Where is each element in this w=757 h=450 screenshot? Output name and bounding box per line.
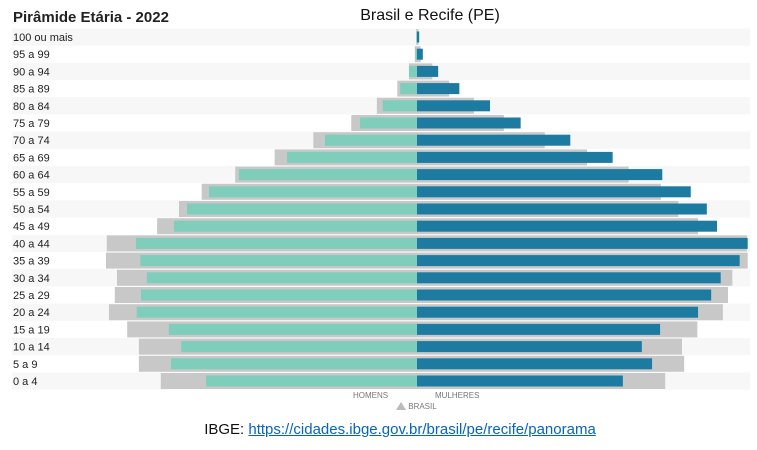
source-footer: IBGE: https://cidades.ibge.gov.br/brasil… bbox=[0, 421, 757, 438]
age-label: 45 a 49 bbox=[13, 221, 50, 233]
age-label: 25 a 29 bbox=[13, 290, 50, 302]
recife-men-bar bbox=[170, 358, 417, 370]
recife-men-bar bbox=[187, 203, 417, 215]
recife-women-bar bbox=[417, 83, 460, 95]
recife-women-bar bbox=[417, 151, 613, 163]
recife-women-bar bbox=[417, 237, 748, 249]
recife-men-bar bbox=[287, 151, 417, 163]
age-label: 60 a 64 bbox=[13, 170, 50, 182]
recife-men-bar bbox=[141, 289, 417, 301]
recife-women-bar bbox=[417, 272, 721, 284]
legend-women: MULHERES bbox=[435, 391, 480, 400]
age-label: 20 a 24 bbox=[13, 307, 50, 319]
recife-men-bar bbox=[136, 306, 417, 318]
recife-women-bar bbox=[417, 48, 423, 60]
recife-men-bar bbox=[400, 83, 417, 95]
recife-men-bar bbox=[325, 134, 417, 146]
row-band bbox=[12, 28, 750, 46]
recife-men-bar bbox=[416, 31, 417, 43]
age-label: 90 a 94 bbox=[13, 66, 50, 78]
recife-women-bar bbox=[417, 203, 707, 215]
recife-men-bar bbox=[360, 117, 417, 129]
age-label: 10 a 14 bbox=[13, 342, 50, 354]
recife-women-bar bbox=[417, 220, 718, 232]
chart-subtitle: Brasil e Recife (PE) bbox=[360, 7, 500, 24]
age-label: 65 a 69 bbox=[13, 152, 50, 164]
recife-men-bar bbox=[208, 186, 417, 198]
recife-women-bar bbox=[417, 169, 663, 181]
recife-women-bar bbox=[417, 323, 661, 335]
recife-men-bar bbox=[206, 375, 417, 387]
recife-men-bar bbox=[415, 48, 417, 60]
recife-men-bar bbox=[181, 341, 417, 353]
recife-women-bar bbox=[417, 255, 740, 267]
age-label: 80 a 84 bbox=[13, 101, 50, 113]
age-label: 35 a 39 bbox=[13, 256, 50, 268]
recife-women-bar bbox=[417, 31, 420, 43]
recife-women-bar bbox=[417, 65, 439, 77]
triangle-icon bbox=[396, 402, 406, 410]
age-label: 55 a 59 bbox=[13, 187, 50, 199]
age-label: 85 a 89 bbox=[13, 84, 50, 96]
recife-men-bar bbox=[146, 272, 417, 284]
source-link[interactable]: https://cidades.ibge.gov.br/brasil/pe/re… bbox=[248, 421, 596, 438]
age-label: 50 a 54 bbox=[13, 204, 50, 216]
age-label: 70 a 74 bbox=[13, 135, 50, 147]
recife-men-bar bbox=[238, 169, 417, 181]
row-band bbox=[12, 62, 750, 80]
chart-title: Pirâmide Etária - 2022 bbox=[13, 9, 169, 26]
recife-women-bar bbox=[417, 375, 623, 387]
legend-men: HOMENS bbox=[353, 391, 389, 400]
age-label: 0 a 4 bbox=[13, 376, 37, 388]
age-label: 100 ou mais bbox=[13, 32, 73, 44]
legend-brasil: BRASIL bbox=[396, 402, 437, 411]
recife-women-bar bbox=[417, 289, 712, 301]
recife-men-bar bbox=[408, 65, 417, 77]
recife-men-bar bbox=[140, 255, 417, 267]
recife-men-bar bbox=[382, 100, 417, 112]
recife-men-bar bbox=[173, 220, 417, 232]
age-label: 15 a 19 bbox=[13, 324, 50, 336]
recife-women-bar bbox=[417, 358, 653, 370]
recife-women-bar bbox=[417, 341, 642, 353]
age-label: 5 a 9 bbox=[13, 359, 37, 371]
recife-men-bar bbox=[135, 237, 417, 249]
recife-women-bar bbox=[417, 134, 571, 146]
recife-women-bar bbox=[417, 100, 490, 112]
age-label: 75 a 79 bbox=[13, 118, 50, 130]
legend-brasil-label: BRASIL bbox=[408, 402, 437, 411]
age-label: 30 a 34 bbox=[13, 273, 50, 285]
age-label: 95 a 99 bbox=[13, 49, 50, 61]
recife-women-bar bbox=[417, 117, 521, 129]
recife-women-bar bbox=[417, 306, 699, 318]
source-prefix: IBGE: bbox=[204, 421, 249, 438]
recife-men-bar bbox=[168, 323, 417, 335]
population-pyramid: 100 ou mais 95 a 99 90 a 94 85 a 89 80 a 84 7… bbox=[12, 28, 750, 389]
recife-women-bar bbox=[417, 186, 691, 198]
age-label: 40 a 44 bbox=[13, 238, 50, 250]
